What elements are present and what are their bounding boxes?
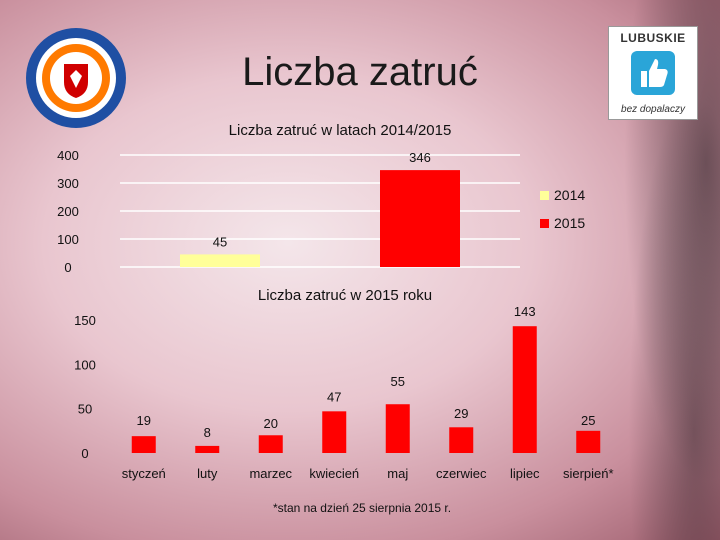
chart2-xtick-label: czerwiec [436,466,487,481]
chart2-xtick-label: marzec [249,466,292,481]
chart1-legend-swatch [540,191,549,200]
chart2-bar-2 [258,435,283,453]
chart2-title: Liczba zatruć w 2015 roku [258,287,432,304]
chart-2015-monthly: Liczba zatruć w 2015 roku 0 50 100 150 19 8 2… [74,287,613,515]
chart2-xtick-label: kwiecień [309,466,359,481]
chart1-ytick-label: 200 [57,204,79,219]
chart2-xtick-label: luty [197,466,218,481]
chart2-data-label: 29 [454,406,468,421]
chart1-title: Liczba zatruć w latach 2014/2015 [229,122,452,139]
chart2-bar-6 [512,326,537,453]
chart2-xtick-label: styczeń [122,466,166,481]
chart2-ytick-label: 0 [81,446,88,461]
chart-2014-2015: Liczba zatruć w latach 2014/2015 0 100 200… [57,122,585,275]
chart1-data-label: 346 [409,150,431,165]
lubuskie-logo: LUBUSKIE bez dopalaczy [608,26,698,120]
chart2-data-label: 20 [264,416,278,431]
chart2-xtick-label: sierpień* [563,466,614,481]
chart1-legend-label: 2015 [554,215,585,231]
chart2-data-label: 55 [391,374,405,389]
chart1-ytick-label: 400 [57,148,79,163]
chart2-data-label: 143 [514,304,536,319]
chart2-bar-5 [449,427,474,453]
lubuskie-logo-tag: bez dopalaczy [621,104,685,115]
chart2-bar-7 [576,430,601,453]
chart2-data-label: 47 [327,389,341,404]
chart2-bar-3 [322,411,347,453]
chart1-ytick-label: 0 [64,260,71,275]
chart1-legend-swatch [540,219,549,228]
thumbs-up-icon [631,51,675,95]
sanitary-inspection-logo [26,28,126,128]
chart2-data-label: 8 [204,425,211,440]
chart1-legend-label: 2014 [554,187,585,203]
chart1-bar-2015 [380,170,460,267]
chart1-data-label: 45 [213,234,227,249]
chart2-bar-1 [195,445,220,453]
chart2-xtick-label: maj [387,466,408,481]
chart2-bar-4 [385,404,410,453]
lubuskie-logo-brand: LUBUSKIE [620,31,686,45]
chart2-data-label: 19 [137,413,151,428]
chart2-data-label: 25 [581,413,595,428]
chart2-bar-0 [131,436,156,453]
chart1-ytick-label: 100 [57,232,79,247]
chart2-ytick-label: 100 [74,357,96,372]
page-title: Liczba zatruć [242,50,478,94]
chart2-xtick-label: lipiec [510,466,540,481]
chart1-bar-2014 [180,254,260,267]
chart2-ytick-label: 150 [74,313,96,328]
chart1-ytick-label: 300 [57,176,79,191]
chart2-footnote: *stan na dzień 25 sierpnia 2015 r. [273,501,451,515]
chart2-ytick-label: 50 [78,402,92,417]
